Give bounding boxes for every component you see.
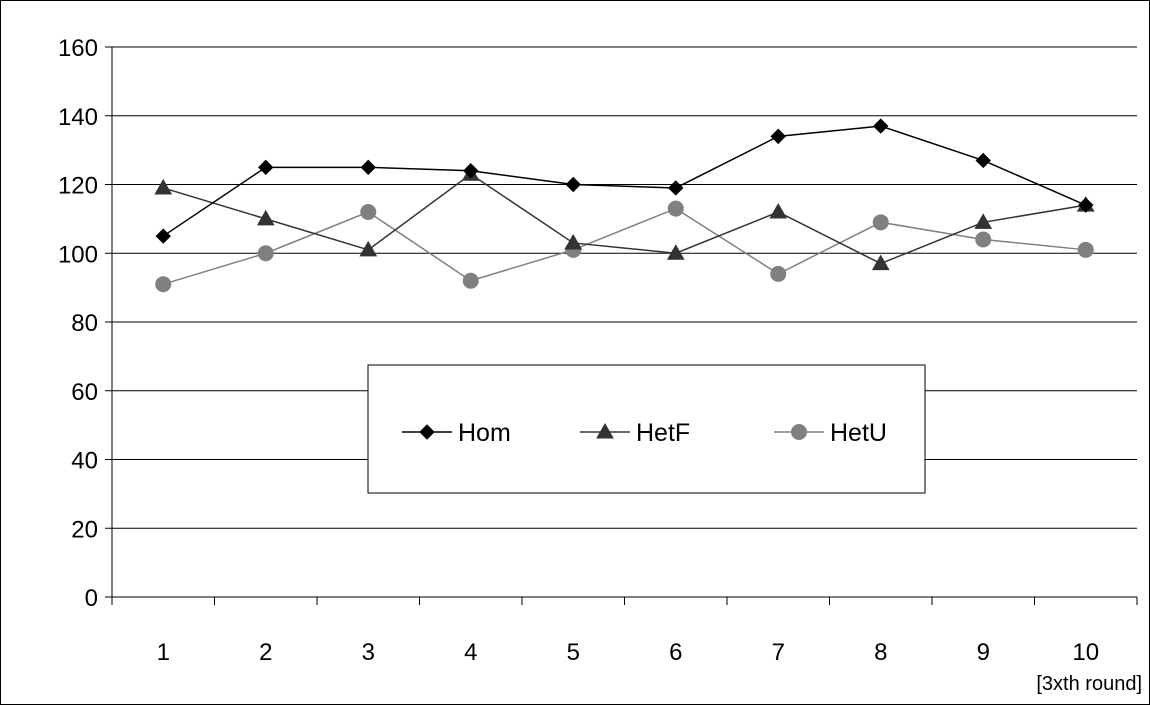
- data-point-hetu: [1077, 241, 1094, 258]
- series-line-hetu: [163, 207, 1086, 285]
- y-tick-label: 80: [71, 310, 98, 337]
- data-point-hetf: [154, 178, 173, 195]
- axes: [105, 46, 1138, 605]
- data-point-hetu: [155, 276, 172, 293]
- series-group: [154, 118, 1095, 293]
- x-axis-unit-label: [3xth round]: [1036, 673, 1142, 695]
- y-tick-label: 20: [71, 516, 98, 543]
- legend: Hom HetF HetU: [367, 364, 926, 494]
- series-hetf: [154, 165, 1095, 271]
- data-point-hetf: [359, 240, 378, 257]
- legend-label-hetf: HetF: [636, 419, 690, 447]
- legend-entry-hom: Hom: [402, 419, 511, 447]
- x-tick-label: 3: [362, 639, 375, 666]
- data-point-hom: [975, 152, 991, 169]
- data-point-hom: [1078, 197, 1094, 213]
- y-tick-label: 60: [71, 379, 98, 406]
- series-hetu: [155, 200, 1094, 293]
- legend-entry-hetu: HetU: [774, 419, 887, 447]
- x-tick-label: 5: [567, 639, 580, 666]
- x-tick-label: 2: [259, 639, 272, 666]
- gridlines: [112, 46, 1137, 529]
- y-tick-label: 40: [71, 448, 98, 475]
- x-tick-label: 6: [669, 639, 682, 666]
- x-tick-labels: 1 2 3 4 5 6 7 8 9 10: [157, 639, 1100, 666]
- y-tick-label: 100: [58, 241, 98, 268]
- data-point-hetf: [564, 233, 583, 250]
- data-point-hom: [770, 128, 786, 145]
- x-tick-label: 4: [464, 639, 477, 666]
- data-point-hetf: [871, 254, 890, 271]
- series-line-hetf: [163, 173, 1086, 265]
- data-point-hetu: [257, 245, 274, 262]
- y-tick-label: 140: [58, 104, 98, 131]
- series-line-hom: [162, 125, 1087, 237]
- y-tick-label: 120: [58, 173, 98, 200]
- legend-marker-hetf: [596, 422, 614, 439]
- data-point-hom: [873, 118, 889, 134]
- data-point-hom: [668, 180, 684, 196]
- data-point-hetu: [770, 265, 787, 282]
- legend-marker-hom: [419, 424, 435, 440]
- y-tick-labels: 0 20 40 60 80 100 120 140 160: [58, 35, 98, 612]
- x-tick-label: 10: [1072, 639, 1099, 666]
- legend-label-hetu: HetU: [830, 419, 887, 447]
- data-point-hetf: [256, 209, 275, 226]
- data-point-hetf: [974, 213, 993, 229]
- data-point-hetu: [462, 272, 479, 289]
- data-point-hom: [258, 159, 274, 176]
- x-tick-label: 1: [157, 639, 170, 666]
- y-tick-label: 0: [85, 585, 98, 612]
- x-tick-label: 7: [772, 639, 785, 666]
- data-point-hom: [463, 163, 479, 179]
- data-point-hom: [565, 176, 581, 193]
- data-point-hetu: [975, 231, 992, 248]
- legend-entry-hetf: HetF: [580, 419, 690, 447]
- legend-box: [367, 364, 926, 494]
- series-hom: [155, 118, 1094, 244]
- x-tick-label: 8: [874, 639, 887, 666]
- data-point-hom: [155, 228, 171, 244]
- data-point-hetf: [666, 244, 685, 260]
- data-point-hetu: [360, 204, 377, 220]
- x-tick-label: 9: [977, 639, 990, 666]
- data-point-hetu: [667, 200, 684, 217]
- legend-label-hom: Hom: [458, 419, 511, 447]
- legend-marker-hetu: [791, 424, 807, 440]
- y-tick-label: 160: [58, 35, 98, 62]
- data-point-hom: [360, 159, 376, 176]
- data-point-hetf: [769, 202, 788, 219]
- data-point-hetu: [872, 214, 889, 231]
